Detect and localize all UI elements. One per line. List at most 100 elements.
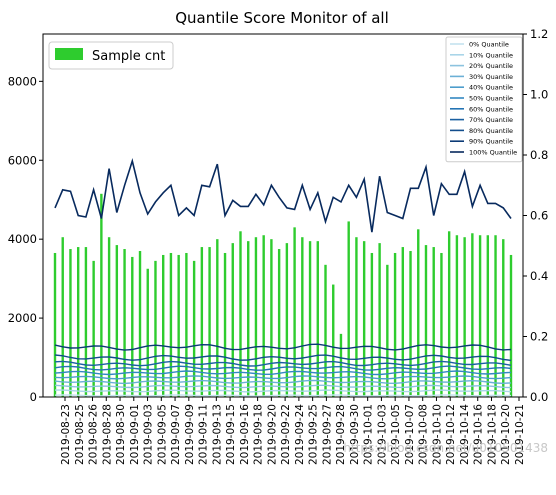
bar-2019-09-19 — [262, 235, 265, 397]
bar-2019-10-10 — [424, 245, 428, 397]
x-tick-label: 2019-09-01 — [129, 404, 141, 465]
line-40pct-quantile — [54, 375, 512, 380]
bar-2019-09-24 — [301, 237, 304, 397]
bar-2019-09-07 — [169, 252, 173, 397]
line-100pct-quantile — [54, 158, 512, 233]
x-tick-label: 2019-09-15 — [225, 404, 237, 465]
legend-quant-label: 10% Quantile — [469, 51, 513, 59]
x-axis: 2019-08-23 2019-08-25 2019-08-26 2019-08-28… — [60, 397, 526, 465]
legend-quant-label: 80% Quantile — [469, 127, 513, 135]
line-10pct-quantile — [55, 389, 512, 393]
line-30pct-quantile — [54, 379, 512, 385]
bar-2019-10-21 — [509, 254, 513, 397]
legend-swatch — [55, 48, 83, 60]
left-tick-label: 2000 — [8, 311, 37, 325]
x-tick-label: 2019-10-14 — [459, 404, 471, 465]
bar-2019-10-13 — [447, 231, 451, 397]
bar-2019-10-16 — [471, 233, 474, 397]
bar-2019-09-20 — [270, 239, 273, 397]
right-tick-label: 0.4 — [530, 269, 548, 283]
quantile-lines — [54, 158, 512, 397]
line-90pct-quantile — [54, 343, 512, 351]
x-tick-label: 2019-09-13 — [211, 404, 223, 465]
x-tick-label: 2019-10-12 — [445, 404, 457, 465]
bar-2019-08-26 — [76, 247, 80, 397]
bar-2019-08-29 — [100, 193, 103, 397]
bar-2019-09-01 — [123, 249, 126, 397]
bar-2019-09-10 — [192, 260, 196, 397]
bar-2019-09-14 — [223, 252, 227, 397]
bar-2019-10-04 — [378, 243, 381, 397]
bar-2019-09-06 — [162, 254, 165, 397]
watermark-text: https://blog.csdn.net/u010501438 — [343, 441, 548, 455]
x-tick-label: 2019-10-20 — [500, 404, 512, 465]
x-tick-label: 2019-09-11 — [198, 404, 210, 465]
x-tick-label: 2019-09-25 — [308, 404, 320, 465]
x-tick-label: 2019-10-01 — [363, 404, 375, 465]
right-tick-label: 1.0 — [530, 88, 548, 102]
bar-2019-10-03 — [370, 252, 374, 397]
bar-2019-10-11 — [432, 247, 435, 397]
bar-2019-10-20 — [502, 239, 505, 397]
x-tick-label: 2019-09-22 — [280, 404, 292, 465]
bar-2019-09-11 — [200, 247, 204, 397]
legend-quant-label: 30% Quantile — [469, 73, 513, 81]
right-tick-label: 0.6 — [530, 209, 548, 223]
bar-2019-09-03 — [138, 251, 142, 397]
x-tick-label: 2019-10-10 — [431, 404, 443, 465]
left-tick-label: 6000 — [8, 153, 37, 167]
legend-quant-label: 50% Quantile — [469, 95, 513, 103]
legend-quant-label: 70% Quantile — [469, 116, 513, 124]
x-tick-label: 2019-10-07 — [404, 404, 416, 465]
left-tick-label: 8000 — [8, 74, 37, 88]
line-60pct-quantile — [54, 365, 512, 371]
x-tick-label: 2019-08-28 — [101, 404, 113, 465]
legend-sample-cnt: Sample cnt — [48, 41, 174, 70]
bar-2019-08-28 — [92, 260, 95, 397]
line-20pct-quantile — [54, 384, 512, 389]
chart-title: Quantile Score Monitor of all — [175, 9, 389, 27]
bar-2019-08-25 — [69, 249, 72, 397]
right-tick-label: 1.2 — [530, 27, 548, 41]
bar-2019-10-02 — [362, 241, 366, 397]
line-70pct-quantile — [54, 360, 512, 367]
x-tick-label: 2019-10-18 — [486, 404, 498, 465]
bar-2019-10-01 — [355, 237, 358, 397]
x-tick-label: 2019-09-05 — [156, 404, 168, 465]
bar-2019-09-08 — [177, 254, 180, 397]
x-tick-label: 2019-10-03 — [376, 404, 388, 465]
right-tick-label: 0.2 — [530, 330, 548, 344]
bar-2019-10-12 — [440, 252, 443, 397]
legend-quant-label: 60% Quantile — [469, 105, 513, 113]
legend-quant-label: 40% Quantile — [469, 84, 513, 92]
x-tick-label: 2019-09-24 — [294, 404, 306, 465]
x-tick-label: 2019-08-30 — [115, 404, 127, 465]
x-tick-label: 2019-08-25 — [74, 404, 86, 465]
bar-2019-10-07 — [401, 247, 404, 397]
bar-2019-10-15 — [463, 237, 466, 397]
bar-2019-10-19 — [494, 235, 497, 397]
bar-2019-09-04 — [146, 268, 149, 397]
right-tick-label: 0.0 — [530, 390, 548, 404]
bar-2019-09-23 — [293, 227, 296, 397]
x-tick-label: 2019-09-16 — [239, 404, 251, 465]
bar-2019-09-29 — [339, 333, 343, 397]
bar-2019-09-09 — [185, 252, 188, 397]
x-tick-label: 2019-10-16 — [473, 404, 485, 465]
bar-2019-10-18 — [486, 235, 490, 397]
bar-2019-08-23 — [53, 252, 57, 397]
legend-quant-label: 0% Quantile — [469, 41, 509, 49]
x-tick-label: 2019-09-20 — [266, 404, 278, 465]
sample-count-bars — [53, 193, 513, 397]
bar-2019-08-30 — [107, 237, 111, 397]
x-tick-label: 2019-10-08 — [418, 404, 430, 465]
bar-2019-09-22 — [285, 243, 289, 397]
bar-2019-09-16 — [239, 231, 242, 397]
bar-2019-10-08 — [409, 251, 412, 397]
bar-2019-09-05 — [154, 260, 157, 397]
bar-2019-09-13 — [216, 239, 219, 397]
bar-2019-09-30 — [347, 221, 350, 397]
bar-2019-09-18 — [254, 237, 258, 397]
x-tick-label: 2019-09-18 — [253, 404, 265, 465]
